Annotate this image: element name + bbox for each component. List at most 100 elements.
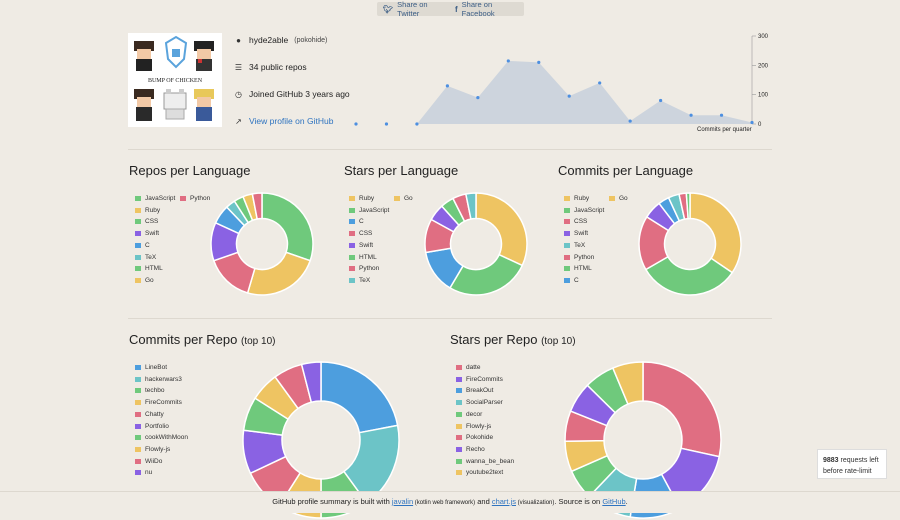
donut-slice-css[interactable] (685, 192, 691, 220)
legend-item-datte[interactable]: datte (456, 364, 480, 371)
legend-label: Ruby (574, 195, 590, 202)
github-source-link[interactable]: GitHub (602, 497, 626, 506)
legend-swatch (456, 435, 462, 441)
legend-label: HTML (359, 253, 377, 261)
donut-slice-linebot[interactable] (320, 361, 399, 434)
footer-and: and (475, 497, 492, 506)
legend-label: Flowly-js (145, 445, 171, 453)
legend-item-c[interactable]: C (349, 218, 364, 225)
legend-item-wanna-be-bean[interactable]: wanna_be_bean (456, 458, 514, 465)
legend-item-youtube2text[interactable]: youtube2text (456, 469, 503, 476)
donut-slice-javascript[interactable] (644, 255, 734, 296)
pixel-character-4 (134, 89, 154, 121)
legend-item-firecommits[interactable]: FireCommits (456, 376, 503, 383)
legend-item-wiido[interactable]: WiiDo (135, 458, 162, 465)
legend-label: CSS (574, 218, 588, 226)
legend-swatch (135, 277, 141, 283)
legend-item-html[interactable]: HTML (135, 265, 163, 272)
legend-item-python[interactable]: Python (349, 265, 379, 272)
legend-item-decor[interactable]: decor (456, 411, 482, 418)
legend-item-ruby[interactable]: Ruby (564, 195, 589, 202)
legend-item-tex[interactable]: TeX (135, 254, 156, 261)
legend-item-go[interactable]: Go (394, 195, 413, 202)
legend-swatch (564, 219, 570, 225)
legend-swatch (564, 277, 570, 283)
legend-label: BreakOut (466, 387, 494, 395)
legend-item-javascript[interactable]: JavaScript (564, 207, 604, 214)
legend-item-tex[interactable]: TeX (564, 242, 585, 249)
legend-swatch (349, 231, 355, 237)
legend-item-flowly-js[interactable]: Flowly-js (135, 446, 170, 453)
legend-item-javascript[interactable]: JavaScript (349, 207, 389, 214)
share-twitter-button[interactable]: 🐦︎ Share on Twitter (377, 0, 456, 18)
legend-item-flowly-js[interactable]: Flowly-js (456, 423, 491, 430)
legend-item-cookwithmoon[interactable]: cookWithMoon (135, 434, 188, 441)
legend-item-css[interactable]: CSS (564, 218, 587, 225)
legend-item-pokohide[interactable]: Pokohide (456, 434, 493, 441)
legend-item-c[interactable]: C (135, 242, 150, 249)
legend-swatch (135, 423, 141, 429)
commits-point (506, 59, 510, 63)
commits-point (476, 96, 480, 100)
legend-item-python[interactable]: Python (564, 254, 594, 261)
legend-label: Go (145, 276, 154, 284)
legend-item-techbo[interactable]: techbo (135, 387, 165, 394)
legend-item-firecommits[interactable]: FireCommits (135, 399, 182, 406)
legend-label: Swift (574, 230, 589, 238)
legend-swatch (135, 365, 141, 370)
pixel-character-1 (134, 41, 154, 71)
commits-point (354, 122, 358, 126)
legend-item-html[interactable]: HTML (564, 265, 592, 272)
donut-slice-ruby[interactable] (246, 251, 312, 296)
legend-item-go[interactable]: Go (609, 195, 628, 202)
donut-slice-javascript[interactable] (261, 192, 314, 262)
legend-label: Recho (466, 445, 485, 453)
legend-item-html[interactable]: HTML (349, 254, 377, 261)
legend-label: JavaScript (359, 206, 390, 214)
legend-item-javascript[interactable]: JavaScript (135, 195, 175, 202)
legend-item-hackerwars3[interactable]: hackerwars3 (135, 376, 182, 383)
legend-item-c[interactable]: C (564, 277, 579, 284)
legend-item-socialparser[interactable]: SocialParser (456, 399, 503, 406)
facebook-icon: f (455, 4, 458, 14)
donut-slice-javascript[interactable] (448, 253, 524, 296)
legend-item-swift[interactable]: Swift (564, 230, 588, 237)
legend-item-css[interactable]: CSS (135, 218, 158, 225)
legend-item-python[interactable]: Python (180, 195, 210, 202)
legend-item-css[interactable]: CSS (349, 230, 372, 237)
share-facebook-button[interactable]: f Share on Facebook (449, 0, 524, 18)
legend-label: SocialParser (466, 399, 503, 407)
legend-item-linebot[interactable]: LineBot (135, 364, 167, 371)
commits-area-fill (356, 60, 752, 124)
donut-slice-nu[interactable] (300, 361, 322, 404)
donut-slice-ruby[interactable] (689, 192, 742, 274)
javalin-link[interactable]: javalin (391, 497, 414, 506)
view-profile-link[interactable]: View profile on GitHub (249, 116, 334, 126)
legend-swatch (564, 254, 570, 260)
donut-slice-ruby[interactable] (475, 192, 528, 267)
profile-joined: Joined GitHub 3 years ago (249, 89, 350, 99)
commits-point (598, 81, 602, 85)
donut-slice-youtube2text[interactable] (611, 361, 644, 406)
legend-item-tex[interactable]: TeX (349, 277, 370, 284)
legend-item-portfolio[interactable]: Portfolio (135, 423, 169, 430)
legend-item-chatty[interactable]: Chatty (135, 411, 164, 418)
legend-item-ruby[interactable]: Ruby (135, 207, 160, 214)
chartjs-link[interactable]: chart.js (491, 497, 517, 506)
chartjs-note: (visualization) (516, 500, 555, 506)
legend-item-breakout[interactable]: BreakOut (456, 387, 493, 394)
donut-slice-datte[interactable] (642, 361, 722, 458)
avatar-image: BUMP OF CHICKEN (128, 33, 222, 127)
legend-item-nu[interactable]: nu (135, 469, 152, 476)
legend-item-go[interactable]: Go (135, 277, 154, 284)
donut-slice-tex[interactable] (464, 192, 477, 220)
donut-slice-html[interactable] (251, 192, 263, 220)
legend-item-swift[interactable]: Swift (349, 242, 373, 249)
legend-label: TeX (359, 276, 371, 284)
legend-item-swift[interactable]: Swift (135, 230, 159, 237)
legend-item-recho[interactable]: Recho (456, 446, 485, 453)
legend-item-ruby[interactable]: Ruby (349, 195, 374, 202)
profile-joined-row: ◷ Joined GitHub 3 years ago (234, 89, 350, 99)
legend-label: wanna_be_bean (466, 457, 515, 465)
legend-label: TeX (145, 253, 157, 261)
